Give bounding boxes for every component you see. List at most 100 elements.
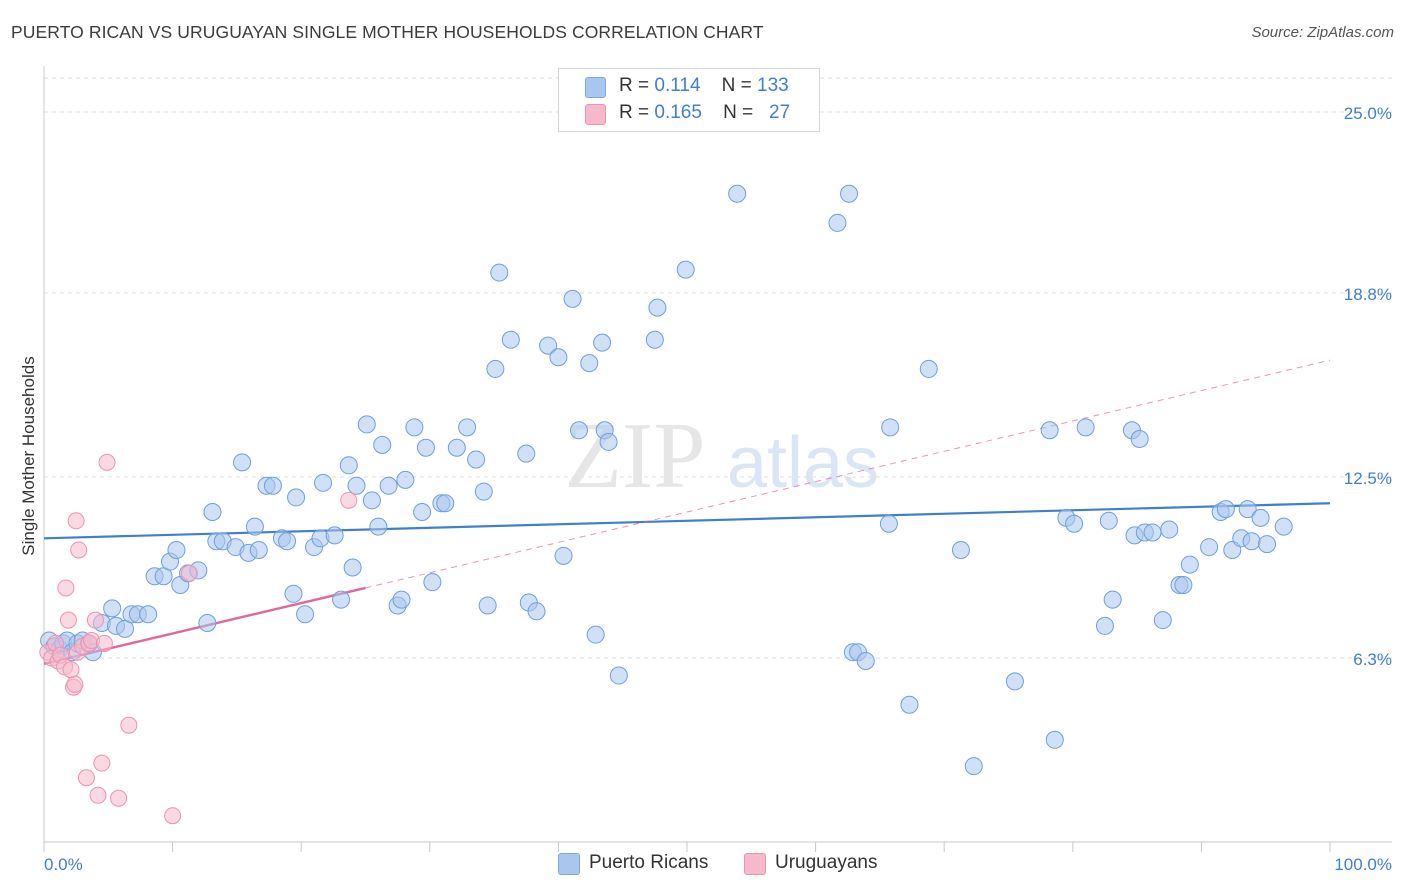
puerto-rican-point: [1040, 421, 1059, 440]
puerto-rican-point: [369, 517, 388, 536]
puerto-rican-point: [580, 354, 599, 373]
puerto-rican-point: [474, 482, 493, 501]
puerto-rican-point: [339, 456, 358, 475]
puerto-rican-point: [287, 488, 306, 507]
axes: [43, 66, 1392, 852]
y-tick-label: 6.3%: [1353, 650, 1392, 669]
puerto-rican-point: [1216, 500, 1235, 519]
puerto-rican-point: [373, 435, 392, 454]
puerto-rican-point: [467, 450, 486, 469]
y-axis-title: Single Mother Households: [19, 356, 38, 555]
legend-r-value: 0.165: [654, 102, 702, 123]
puerto-rican-point: [728, 184, 747, 203]
puerto-rican-point: [586, 625, 605, 644]
puerto-rican-point: [549, 348, 568, 367]
uruguayan-point: [67, 512, 85, 530]
puerto-rican-point: [527, 602, 546, 621]
puerto-rican-point: [517, 444, 536, 463]
puerto-rican-point: [362, 491, 381, 510]
puerto-rican-point: [1103, 590, 1122, 609]
axis-labels: 6.3% 12.5% 18.8% 25.0% 0.0% 100.0% Single Moth…: [19, 104, 1392, 874]
puerto-rican-point: [501, 330, 520, 349]
puerto-rican-point: [539, 336, 558, 355]
legend-n-label: N =: [723, 102, 754, 123]
puerto-rican-point: [167, 540, 186, 559]
y-tick-label: 18.8%: [1344, 285, 1392, 304]
puerto-rican-point: [569, 421, 588, 440]
puerto-rican-point: [296, 605, 315, 624]
puerto-rican-point: [609, 666, 628, 685]
puerto-rican-point: [1257, 535, 1276, 554]
puerto-rican-point: [103, 599, 122, 618]
puerto-rican-point: [828, 213, 847, 232]
puerto-rican-point: [396, 470, 415, 489]
y-tick-label: 25.0%: [1344, 104, 1392, 123]
legend-n-label: N =: [721, 75, 752, 96]
puerto-rican-point: [881, 418, 900, 437]
uruguayan-points: [39, 453, 358, 825]
puerto-rican-point: [1242, 532, 1261, 551]
puerto-rican-point: [203, 503, 222, 522]
puerto-rican-point: [1143, 523, 1162, 542]
puerto-rican-point: [1045, 730, 1064, 749]
y-tick-label: 12.5%: [1344, 469, 1392, 488]
legend-swatch-pink: [585, 104, 606, 125]
puerto-rican-point: [198, 613, 217, 632]
uruguayan-trend-extension: [365, 359, 1331, 589]
uruguayan-point: [95, 634, 113, 652]
puerto-rican-point: [554, 546, 573, 565]
x-tick-label: 100.0%: [1334, 855, 1392, 874]
puerto-rican-point: [1180, 555, 1199, 574]
uruguayan-point: [70, 541, 88, 559]
puerto-rican-point: [900, 695, 919, 714]
legend-swatch-blue: [585, 77, 606, 98]
puerto-rican-point: [1099, 511, 1118, 530]
uruguayan-point: [77, 769, 95, 787]
puerto-rican-point: [416, 438, 435, 457]
puerto-rican-point: [919, 359, 938, 378]
puerto-rican-point: [405, 418, 424, 437]
puerto-rican-point: [233, 453, 252, 472]
puerto-rican-point: [1200, 538, 1219, 557]
puerto-rican-point: [278, 532, 297, 551]
puerto-rican-point: [314, 473, 333, 492]
uruguayan-point: [86, 611, 104, 629]
puerto-rican-point: [392, 590, 411, 609]
puerto-rican-point: [458, 418, 477, 437]
uruguayan-point: [340, 491, 358, 509]
puerto-rican-point: [490, 263, 509, 282]
bottom-legend-label: Uruguayans: [775, 852, 878, 873]
puerto-rican-point: [593, 333, 612, 352]
puerto-rican-point: [436, 494, 455, 513]
puerto-rican-point: [856, 651, 875, 670]
puerto-rican-point: [1005, 672, 1024, 691]
uruguayan-point: [59, 611, 77, 629]
puerto-rican-point: [1095, 616, 1114, 635]
puerto-rican-point: [263, 476, 282, 495]
uruguayan-point: [66, 675, 84, 693]
puerto-rican-point: [879, 514, 898, 533]
puerto-rican-point: [648, 298, 667, 317]
puerto-rican-point: [599, 432, 618, 451]
puerto-rican-point: [284, 584, 303, 603]
bottom-legend-swatch-blue: [558, 853, 580, 875]
uruguayan-point: [89, 786, 107, 804]
puerto-rican-point: [1238, 500, 1257, 519]
uruguayan-point: [98, 453, 116, 471]
puerto-rican-point: [413, 503, 432, 522]
watermark-atlas: atlas: [727, 423, 879, 503]
uruguayan-point: [93, 754, 111, 772]
puerto-rican-point: [563, 289, 582, 308]
puerto-rican-point: [1174, 576, 1193, 595]
puerto-rican-point: [1065, 514, 1084, 533]
stats-legend: R = 0.114 N = 133 R = 0.165 N = 27: [558, 68, 820, 132]
x-tick-label: 0.0%: [44, 855, 83, 874]
puerto-rican-point: [951, 540, 970, 559]
watermark: ZIP atlas: [565, 404, 880, 508]
puerto-rican-point: [343, 558, 362, 577]
puerto-rican-point: [447, 438, 466, 457]
puerto-rican-point: [1251, 508, 1270, 527]
puerto-rican-point: [139, 605, 158, 624]
puerto-rican-point: [249, 540, 268, 559]
